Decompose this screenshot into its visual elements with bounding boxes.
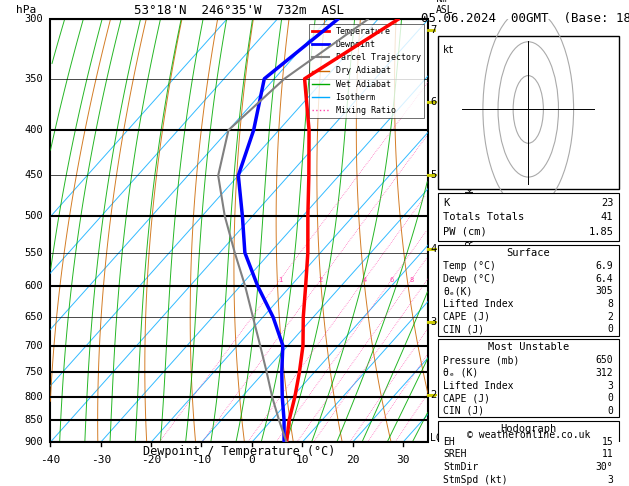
Text: 600: 600 [25, 281, 43, 291]
Text: Most Unstable: Most Unstable [487, 343, 569, 352]
Text: 2: 2 [430, 390, 437, 400]
Text: 0: 0 [608, 393, 613, 403]
Text: -40: -40 [40, 455, 60, 465]
Text: Lifted Index: Lifted Index [443, 381, 514, 391]
Text: © weatheronline.co.uk: © weatheronline.co.uk [467, 430, 590, 440]
Text: 2: 2 [608, 312, 613, 322]
Text: 2: 2 [318, 277, 323, 283]
Text: CAPE (J): CAPE (J) [443, 312, 490, 322]
Text: CIN (J): CIN (J) [443, 406, 484, 416]
Text: 305: 305 [596, 286, 613, 296]
Text: 30: 30 [396, 455, 409, 465]
Text: 500: 500 [25, 211, 43, 221]
Text: EH: EH [443, 437, 455, 447]
FancyBboxPatch shape [438, 421, 619, 486]
Text: 6: 6 [389, 277, 394, 283]
Text: PW (cm): PW (cm) [443, 226, 487, 237]
Text: kt: kt [443, 45, 455, 55]
Text: 6.9: 6.9 [596, 261, 613, 271]
Text: Totals Totals: Totals Totals [443, 212, 525, 222]
Text: Pressure (mb): Pressure (mb) [443, 355, 520, 365]
Text: 850: 850 [25, 415, 43, 425]
Text: hPa: hPa [16, 5, 36, 15]
Text: StmDir: StmDir [443, 462, 479, 472]
Text: 6.4: 6.4 [596, 274, 613, 283]
FancyBboxPatch shape [438, 36, 619, 189]
Text: 0: 0 [248, 455, 255, 465]
Text: Surface: Surface [506, 248, 550, 258]
Text: 350: 350 [25, 74, 43, 84]
Text: 650: 650 [596, 355, 613, 365]
Text: 3: 3 [608, 475, 613, 485]
Text: Temp (°C): Temp (°C) [443, 261, 496, 271]
Text: 5: 5 [430, 171, 437, 180]
Text: Hodograph: Hodograph [500, 424, 557, 434]
Text: 0: 0 [608, 324, 613, 334]
Text: 450: 450 [25, 171, 43, 180]
Text: 7: 7 [430, 25, 437, 35]
Text: 3: 3 [608, 381, 613, 391]
FancyBboxPatch shape [438, 339, 619, 417]
Text: 650: 650 [25, 312, 43, 322]
Text: Dewp (°C): Dewp (°C) [443, 274, 496, 283]
Text: 8: 8 [409, 277, 413, 283]
Text: -10: -10 [191, 455, 211, 465]
Text: θₑ(K): θₑ(K) [443, 286, 472, 296]
Text: 300: 300 [25, 15, 43, 24]
Text: 41: 41 [601, 212, 613, 222]
Legend: Temperature, Dewpoint, Parcel Trajectory, Dry Adiabat, Wet Adiabat, Isotherm, Mi: Temperature, Dewpoint, Parcel Trajectory… [309, 24, 424, 118]
Text: 900: 900 [25, 437, 43, 447]
Text: 15: 15 [601, 437, 613, 447]
Text: -20: -20 [141, 455, 161, 465]
Text: 700: 700 [25, 341, 43, 350]
Text: 750: 750 [25, 367, 43, 377]
Text: km
ASL: km ASL [436, 0, 454, 15]
Text: 3: 3 [430, 317, 437, 327]
Text: 312: 312 [596, 368, 613, 378]
Text: 8: 8 [608, 299, 613, 309]
Text: 11: 11 [601, 450, 613, 459]
Text: 1: 1 [278, 277, 282, 283]
FancyBboxPatch shape [438, 193, 619, 242]
FancyBboxPatch shape [438, 245, 619, 336]
Text: 400: 400 [25, 125, 43, 135]
Text: 23: 23 [601, 198, 613, 208]
Text: LCL: LCL [430, 433, 448, 443]
Text: Lifted Index: Lifted Index [443, 299, 514, 309]
Text: SREH: SREH [443, 450, 467, 459]
Text: θₑ (K): θₑ (K) [443, 368, 479, 378]
Text: CIN (J): CIN (J) [443, 324, 484, 334]
Text: Mixing Ratio (g/kg): Mixing Ratio (g/kg) [466, 175, 476, 287]
Text: -30: -30 [91, 455, 111, 465]
Text: 1.85: 1.85 [588, 226, 613, 237]
X-axis label: Dewpoint / Temperature (°C): Dewpoint / Temperature (°C) [143, 445, 335, 458]
Text: K: K [443, 198, 450, 208]
Text: 550: 550 [25, 248, 43, 258]
Text: 0: 0 [608, 406, 613, 416]
Text: 6: 6 [430, 97, 437, 107]
Text: 4: 4 [430, 243, 437, 254]
Text: 20: 20 [346, 455, 359, 465]
Title: 53°18'N  246°35'W  732m  ASL: 53°18'N 246°35'W 732m ASL [134, 4, 344, 17]
Text: 05.06.2024  00GMT  (Base: 18): 05.06.2024 00GMT (Base: 18) [421, 12, 629, 25]
Text: 10: 10 [296, 455, 309, 465]
Text: CAPE (J): CAPE (J) [443, 393, 490, 403]
Text: 30°: 30° [596, 462, 613, 472]
Text: 4: 4 [362, 277, 367, 283]
Text: 800: 800 [25, 392, 43, 402]
Text: StmSpd (kt): StmSpd (kt) [443, 475, 508, 485]
